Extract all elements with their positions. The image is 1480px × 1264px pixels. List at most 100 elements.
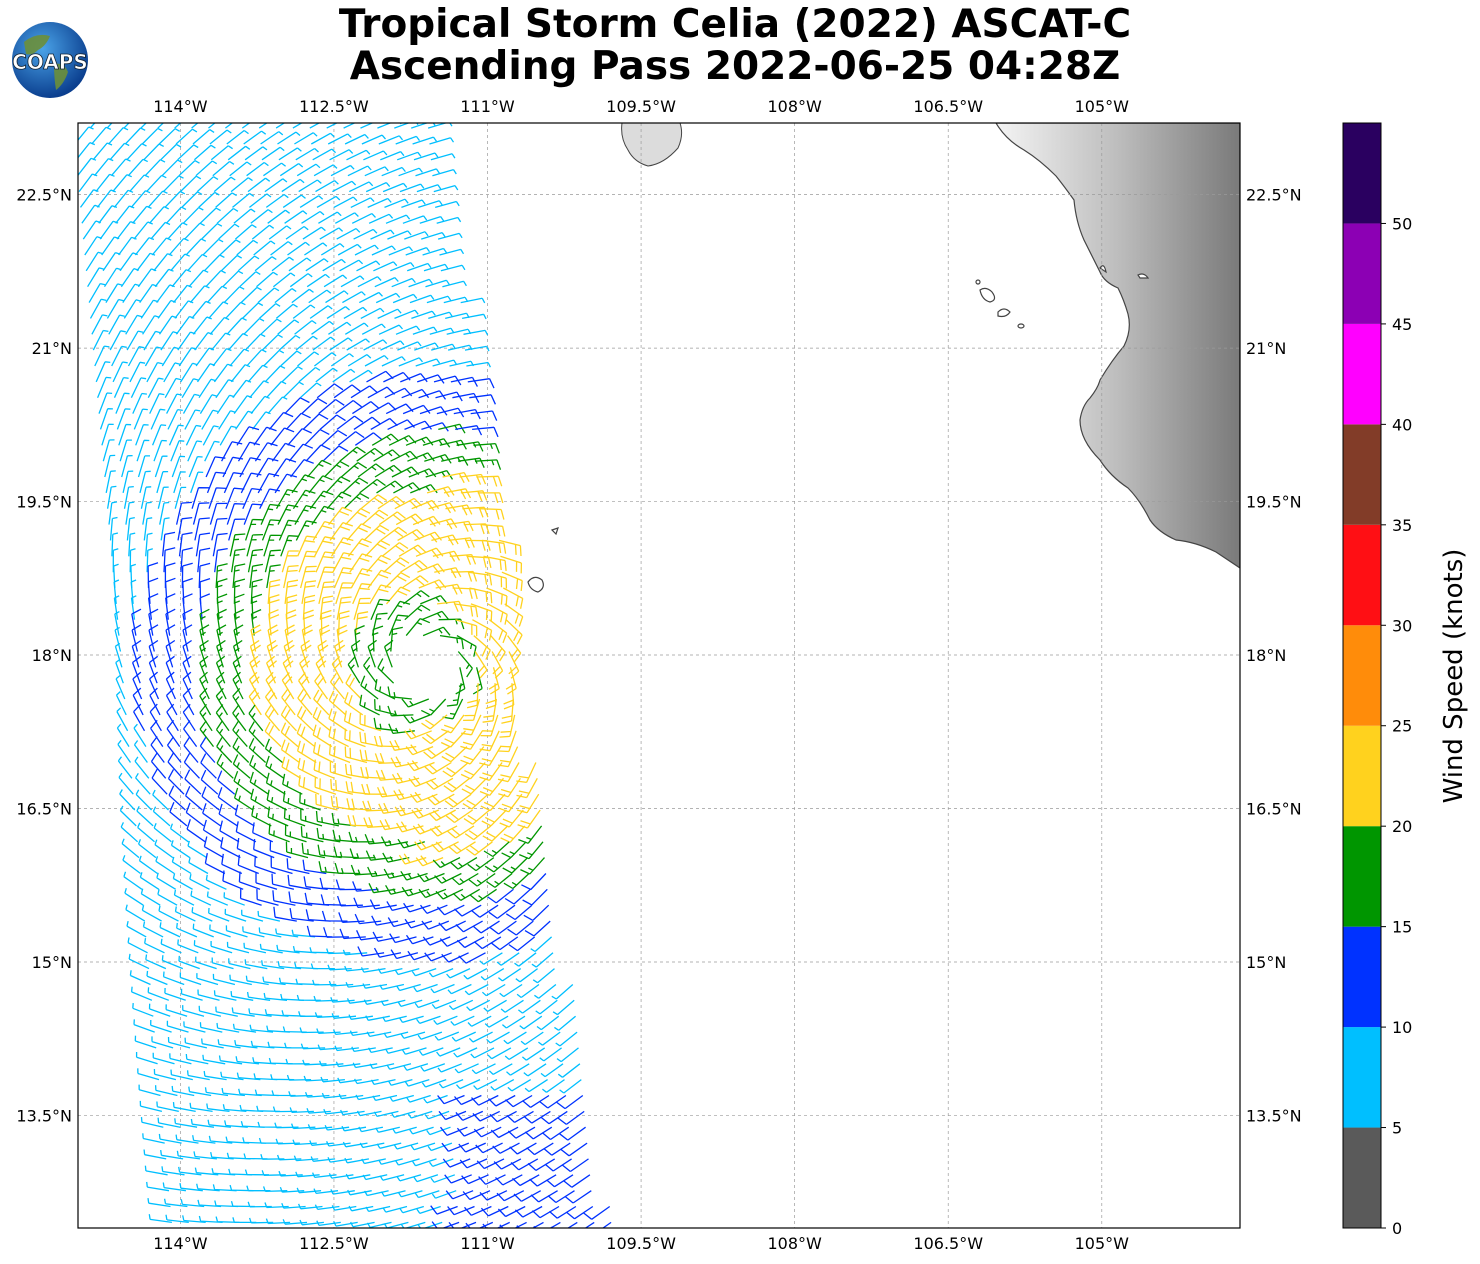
wind-barb: [387, 600, 411, 621]
wind-barb: [170, 440, 185, 462]
wind-barb: [222, 870, 244, 890]
wind-barb: [418, 888, 447, 899]
wind-barb: [118, 772, 134, 795]
wind-barb: [185, 1053, 209, 1065]
wind-barb: [278, 519, 299, 541]
wind-barb: [378, 511, 406, 526]
wind-barb: [472, 1110, 500, 1122]
wind-barb: [300, 809, 323, 827]
wind-barb: [280, 739, 300, 764]
wind-barb: [229, 161, 252, 177]
wind-barb: [423, 1094, 448, 1104]
wind-barb: [148, 624, 159, 652]
wind-barb: [441, 714, 465, 734]
wind-barb: [150, 221, 171, 240]
wind-barb: [247, 177, 271, 193]
wind-barb: [516, 983, 540, 999]
wind-barb: [131, 639, 142, 668]
wind-barb: [413, 152, 439, 161]
wind-barb: [344, 133, 369, 145]
wind-barb: [284, 624, 296, 652]
wind-barb: [477, 492, 504, 504]
wind-barb: [557, 1063, 581, 1078]
wind-barb: [452, 392, 480, 404]
wind-barb: [403, 590, 430, 605]
wind-barb: [237, 854, 259, 875]
wind-barb: [290, 1123, 316, 1130]
wind-barb: [222, 270, 244, 288]
wind-barb: [532, 968, 555, 984]
colorbar-tick-label: 30: [1392, 616, 1412, 635]
wind-barb: [250, 209, 273, 224]
wind-barb: [356, 260, 381, 272]
wind-barb: [247, 1201, 272, 1208]
wind-barb: [199, 624, 210, 652]
wind-barb: [128, 953, 150, 970]
wind-barb: [178, 1166, 202, 1176]
wind-barb: [251, 224, 275, 240]
wind-barb: [323, 1108, 348, 1115]
wind-barb: [164, 987, 186, 1001]
wind-barb: [215, 1006, 238, 1017]
wind-barb: [333, 1221, 358, 1227]
wind-barb: [557, 1110, 585, 1125]
wind-barb: [91, 314, 108, 335]
wind-barb: [146, 970, 168, 986]
wind-barb: [444, 793, 472, 808]
wind-barb: [418, 390, 447, 400]
wind-barb: [354, 913, 382, 925]
wind-barb: [314, 1204, 340, 1211]
wind-barb: [180, 547, 193, 573]
wind-barb: [190, 471, 204, 494]
wind-barb: [310, 963, 335, 970]
wind-barb: [390, 949, 419, 960]
wind-barb: [362, 1174, 388, 1181]
wind-barb: [183, 752, 200, 779]
wind-barb: [171, 856, 192, 875]
wind-barb: [422, 247, 448, 256]
wind-barb: [292, 304, 316, 319]
wind-barb: [154, 839, 174, 859]
wind-barb: [127, 158, 148, 177]
wind-barb: [373, 717, 398, 732]
wind-barb: [258, 123, 268, 129]
wind-barb: [299, 1219, 324, 1226]
wind-barb: [203, 836, 224, 859]
wind-barb: [423, 746, 451, 760]
wind-barb: [436, 216, 462, 224]
wind-barb: [193, 144, 216, 161]
wind-barb: [490, 1126, 519, 1139]
wind-barb: [426, 1126, 451, 1136]
wind-barb: [556, 1047, 579, 1063]
wind-barb: [508, 936, 536, 952]
wind-barb: [267, 624, 279, 652]
wind-barb: [387, 917, 416, 928]
wind-barb: [505, 667, 517, 695]
wind-barb: [347, 165, 372, 177]
wind-barb: [394, 967, 420, 976]
wind-barb: [404, 420, 433, 431]
wind-barb: [401, 575, 429, 589]
wind-barb: [268, 411, 294, 430]
wind-barb: [353, 228, 378, 240]
wind-barb: [158, 128, 181, 145]
wind-barb: [161, 1166, 185, 1176]
wind-barb: [447, 983, 472, 995]
wind-barb: [148, 639, 159, 668]
wind-barb: [289, 273, 313, 288]
wind-barb: [431, 1190, 457, 1199]
wind-barb: [370, 417, 398, 430]
wind-barb: [451, 1031, 476, 1042]
wind-barb: [258, 1137, 283, 1144]
wind-barb: [134, 237, 155, 256]
wind-barb: [275, 303, 298, 319]
wind-barb: [154, 1085, 178, 1097]
wind-barb: [320, 1076, 345, 1083]
wind-barb: [372, 1094, 398, 1102]
wind-barb: [275, 123, 286, 129]
wind-barb: [267, 806, 289, 827]
wind-barb: [344, 746, 368, 764]
wind-barb: [114, 611, 120, 636]
wind-barb: [195, 956, 217, 970]
wind-barbs: [78, 123, 612, 1228]
